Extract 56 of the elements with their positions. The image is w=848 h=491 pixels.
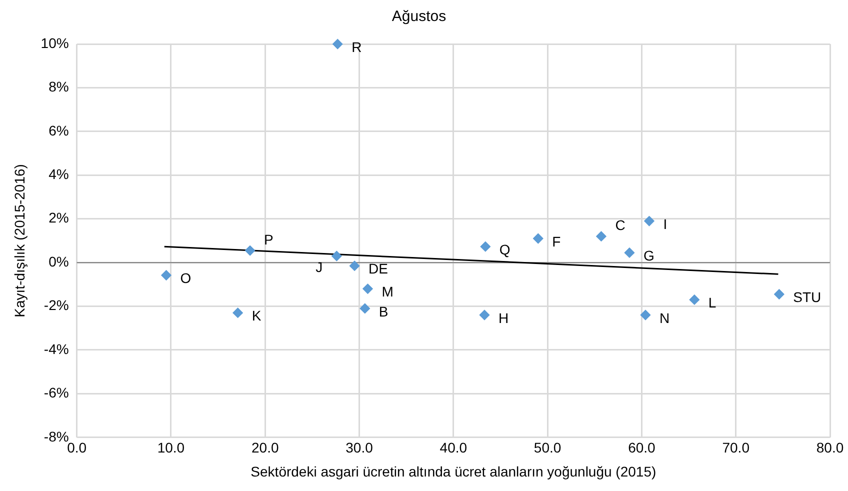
- y-tick-label: 10%: [40, 34, 69, 51]
- annotation: J: [316, 258, 323, 275]
- annotation: DE: [368, 260, 388, 277]
- annotation: Q: [499, 241, 510, 258]
- annotation: R: [352, 38, 362, 55]
- y-tick-label: -4%: [44, 340, 69, 357]
- x-tick-label: 10.0: [157, 440, 185, 456]
- y-tick-label: -6%: [44, 384, 69, 401]
- x-tick-label: 40.0: [440, 440, 468, 456]
- annotation: H: [498, 310, 509, 326]
- point: [533, 234, 544, 244]
- annotation: B: [378, 303, 388, 320]
- x-tick-label: 70.0: [722, 440, 750, 456]
- x-tick-label: 80.0: [816, 440, 844, 456]
- point: [161, 270, 172, 280]
- annotation: I: [663, 216, 668, 232]
- point: [479, 310, 490, 320]
- point: [332, 251, 342, 261]
- y-tick-label: 6%: [48, 122, 69, 138]
- point: [232, 308, 243, 318]
- x-tick-label: 20.0: [251, 440, 279, 456]
- point: [332, 39, 343, 49]
- annotation: G: [643, 248, 654, 264]
- point: [774, 289, 784, 300]
- x-tick-label: 30.0: [346, 440, 374, 456]
- annotation: F: [552, 233, 561, 250]
- y-tick-label: -2%: [44, 297, 69, 314]
- point: [624, 248, 634, 258]
- annotation: N: [659, 310, 670, 326]
- chart-title: Ağustos: [392, 8, 446, 26]
- y-tick-label: 2%: [48, 210, 69, 226]
- annotation: O: [180, 270, 192, 286]
- y-tick-label: 8%: [48, 78, 69, 95]
- point: [360, 303, 370, 314]
- point: [480, 242, 490, 252]
- annotation: P: [264, 231, 274, 248]
- x-tick-label: 50.0: [534, 440, 562, 456]
- x-tick-label: 0.0: [67, 440, 87, 456]
- point: [362, 284, 373, 294]
- y-tick-label: -8%: [44, 428, 69, 444]
- y-tick-label: 0%: [48, 253, 69, 270]
- x-tick-label: 60.0: [628, 440, 656, 456]
- y-axis-title: Kayıt-dışılık (2015-2016): [11, 164, 28, 318]
- point: [245, 246, 256, 256]
- point: [644, 216, 654, 226]
- y-tick-label: 4%: [48, 166, 69, 182]
- x-axis-title: Sektördeki asgari ücretin altında ücret alanların yoğunluğu (2015): [250, 463, 656, 480]
- annotation: L: [708, 294, 716, 311]
- point: [350, 260, 360, 271]
- annotation: M: [382, 284, 394, 300]
- point: [596, 231, 606, 242]
- annotation: K: [252, 308, 262, 324]
- point: [689, 294, 700, 305]
- annotation: STU: [793, 289, 822, 306]
- point: [640, 310, 650, 320]
- annotation: C: [615, 217, 626, 234]
